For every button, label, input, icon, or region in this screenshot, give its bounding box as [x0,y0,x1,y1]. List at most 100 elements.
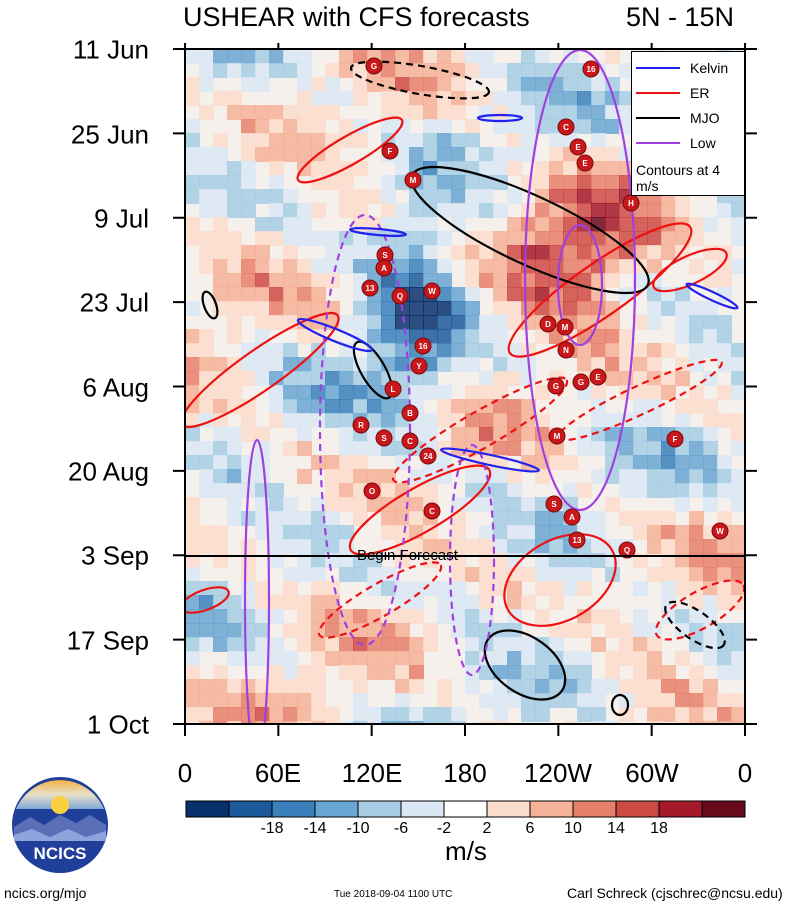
shading-cell [283,231,298,246]
shading-cell [423,203,438,218]
shading-cell [199,63,214,78]
shading-cell [311,455,326,470]
shading-cell [381,581,396,596]
shading-cell [731,581,745,596]
shading-cell [311,539,326,554]
shading-cell [717,721,732,724]
colorbar-label: 18 [650,820,668,837]
shading-cell [647,483,662,498]
shading-cell [717,273,732,288]
shading-cell [661,609,676,624]
shading-cell [591,469,606,484]
contour-line [318,213,412,647]
storm-symbol-icon [410,357,428,375]
shading-cell [479,413,494,428]
legend-item-kelvin: Kelvin [636,59,728,77]
shading-cell [311,665,326,680]
shading-cell [367,357,382,372]
shading-cell [605,679,620,694]
shading-cell [521,133,536,148]
shading-cell [213,693,228,708]
shading-cell [283,287,298,302]
shading-cell [255,105,270,120]
shading-cell [423,77,438,92]
shading-cell [437,105,452,120]
shading-cell [311,91,326,106]
shading-cell [381,175,396,190]
shading-cell [563,245,578,260]
shading-cell [661,581,676,596]
shading-cell [633,483,648,498]
shading-cell [605,651,620,666]
shading-cell [521,105,536,120]
shading-cell [479,315,494,330]
shading-cell [535,525,550,540]
shading-cell [619,455,634,470]
shading-cell [577,609,592,624]
shading-cell [255,147,270,162]
shading-cell [577,301,592,316]
shading-cell [493,413,508,428]
storm-symbol-icon [563,508,581,526]
shading-cell [409,259,424,274]
shading-cell [633,245,648,260]
shading-cell [675,651,690,666]
shading-cell [661,511,676,526]
shading-cell [367,497,382,512]
shading-cell [731,385,745,400]
shading-cell [605,721,620,724]
shading-cell [465,133,480,148]
shading-cell [353,707,368,722]
colorbar-swatch [701,800,746,818]
shading-cell [381,511,396,526]
shading-cell [409,665,424,680]
shading-cell [535,231,550,246]
shading-cell [437,287,452,302]
shading-cell [325,651,340,666]
shading-cell [605,623,620,638]
shading-cell [451,567,466,582]
shading-cell [423,581,438,596]
shading-cell [507,231,522,246]
shading-cell [269,105,284,120]
shading-cell [213,581,228,596]
shading-cell [213,455,228,470]
shading-cell [227,301,242,316]
shading-cell [605,357,620,372]
shading-cell [549,455,564,470]
shading-cell [269,175,284,190]
shading-cell [199,595,214,610]
shading-cell [353,679,368,694]
shading-cell [563,665,578,680]
shading-cell [213,637,228,652]
shading-cell [675,203,690,218]
shading-cell [395,525,410,540]
x-tick-label: 120W [524,758,592,788]
shading-cell [507,497,522,512]
shading-cell [591,273,606,288]
shading-cell [521,665,536,680]
shading-cell [493,511,508,526]
shading-cell [521,525,536,540]
shading-cell [241,343,256,358]
shading-cell [297,693,312,708]
shading-cell [381,399,396,414]
shading-cell [227,175,242,190]
shading-cell [241,189,256,204]
shading-cell [283,595,298,610]
shading-cell [493,203,508,218]
shading-cell [549,105,564,120]
shading-cell [213,287,228,302]
shading-cell [507,413,522,428]
contour-line [652,247,728,293]
shading-cell [703,679,718,694]
shading-cell [619,371,634,386]
shading-cell [577,343,592,358]
shading-cell [297,203,312,218]
shading-cell [339,315,354,330]
shading-cell [549,511,564,526]
shading-cell [255,287,270,302]
shading-cell [703,483,718,498]
shading-cell [535,217,550,232]
shading-cell [325,511,340,526]
